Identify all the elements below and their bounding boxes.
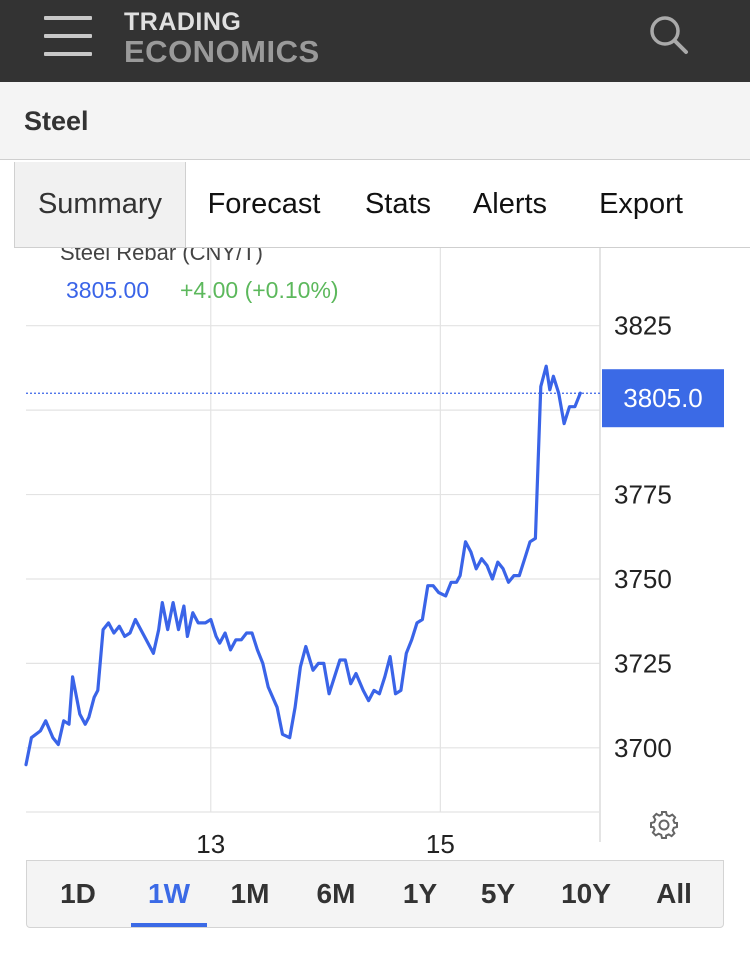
hamburger-menu-icon[interactable] (44, 16, 92, 56)
range-1m-button[interactable]: 1M (217, 861, 283, 927)
range-1y-button[interactable]: 1Y (387, 861, 453, 927)
y-tick-label: 3700 (614, 733, 672, 763)
y-tick-label: 3725 (614, 648, 672, 678)
tab-forecast[interactable]: Forecast (196, 162, 332, 247)
range-10y-button[interactable]: 10Y (549, 861, 623, 927)
y-tick-label: 3825 (614, 311, 672, 341)
chart-canvas: 3700 3725 3750 3775 3825 13 15 Steel Rebar (CN… (0, 248, 750, 860)
tab-bar: Summary Forecast Stats Alerts Export (14, 162, 750, 248)
series-line (26, 366, 580, 765)
tab-export[interactable]: Export (590, 162, 692, 247)
page-header: Steel (0, 82, 750, 160)
current-value-badge-text: 3805.0 (623, 383, 703, 413)
logo-line-2: ECONOMICS (124, 36, 320, 67)
tab-alerts[interactable]: Alerts (464, 162, 556, 247)
range-1d-button[interactable]: 1D (45, 861, 111, 927)
x-tick-label: 13 (196, 829, 225, 859)
range-6m-button[interactable]: 6M (303, 861, 369, 927)
top-bar: TRADING ECONOMICS (0, 0, 750, 82)
logo-line-1: TRADING (124, 10, 320, 35)
search-icon[interactable] (648, 14, 692, 58)
y-tick-label: 3750 (614, 564, 672, 594)
series-title: Steel Rebar (CNY/T) (60, 248, 263, 265)
price-chart[interactable]: 3700 3725 3750 3775 3825 13 15 Steel Rebar (CN… (0, 248, 750, 860)
price-change: +4.00 (+0.10%) (180, 277, 339, 303)
range-all-button[interactable]: All (639, 861, 709, 927)
y-tick-label: 3775 (614, 480, 672, 510)
trading-economics-logo[interactable]: TRADING ECONOMICS (124, 10, 320, 67)
page-title: Steel (24, 106, 89, 137)
x-tick-label: 15 (426, 829, 455, 859)
gear-icon[interactable] (648, 809, 680, 841)
tab-summary[interactable]: Summary (14, 162, 186, 247)
range-1w-button[interactable]: 1W (131, 861, 207, 927)
range-5y-button[interactable]: 5Y (465, 861, 531, 927)
last-price: 3805.00 (66, 277, 149, 303)
tab-stats[interactable]: Stats (354, 162, 442, 247)
range-selector: 1D 1W 1M 6M 1Y 5Y 10Y All (26, 860, 724, 928)
